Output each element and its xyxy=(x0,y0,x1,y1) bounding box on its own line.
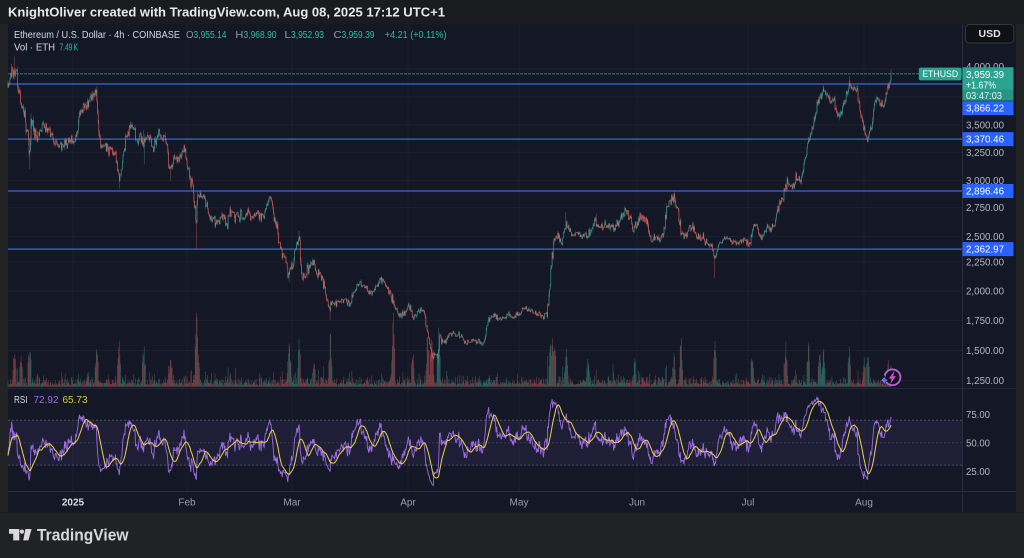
svg-text:Ethereum / U.S. Dollar · 4h ·: Ethereum / U.S. Dollar · 4h · COINBASE xyxy=(14,30,180,41)
svg-text:3,500.00: 3,500.00 xyxy=(966,121,1005,132)
svg-text:3,955.14: 3,955.14 xyxy=(194,30,227,41)
svg-text:3,000.00: 3,000.00 xyxy=(966,176,1005,187)
svg-text:2,896.46: 2,896.46 xyxy=(966,187,1005,198)
svg-text:75.00: 75.00 xyxy=(966,410,991,421)
svg-text:Apr: Apr xyxy=(400,498,416,509)
svg-text:May: May xyxy=(510,498,529,509)
svg-text:2,500.00: 2,500.00 xyxy=(966,232,1005,243)
svg-text:KnightOliver created with Trad: KnightOliver created with TradingView.co… xyxy=(8,5,445,20)
svg-text:2,362.97: 2,362.97 xyxy=(966,245,1004,256)
svg-text:Aug: Aug xyxy=(855,498,873,509)
svg-text:RSI: RSI xyxy=(14,395,28,406)
svg-text:2025: 2025 xyxy=(62,498,85,509)
svg-text:03:47:03: 03:47:03 xyxy=(966,91,1003,102)
svg-text:3,250.00: 3,250.00 xyxy=(966,148,1005,159)
svg-text:3,866.22: 3,866.22 xyxy=(966,104,1004,115)
svg-text:2,750.00: 2,750.00 xyxy=(966,203,1005,214)
svg-text:TradingView: TradingView xyxy=(37,527,129,545)
svg-text:72.92: 72.92 xyxy=(34,395,59,406)
svg-text:1,500.00: 1,500.00 xyxy=(966,346,1005,357)
svg-text:50.00: 50.00 xyxy=(966,439,991,450)
svg-text:USD: USD xyxy=(979,28,1002,40)
svg-text:Jul: Jul xyxy=(742,498,755,509)
svg-text:Jun: Jun xyxy=(629,498,645,509)
svg-text:C: C xyxy=(334,30,342,41)
svg-text:1,250.00: 1,250.00 xyxy=(966,376,1005,387)
svg-text:Mar: Mar xyxy=(283,498,301,509)
svg-text:+4.21 (+0.11%): +4.21 (+0.11%) xyxy=(385,30,447,41)
svg-text:Feb: Feb xyxy=(178,498,196,509)
svg-text:25.00: 25.00 xyxy=(966,467,991,478)
svg-text:ETHUSD: ETHUSD xyxy=(922,69,958,79)
svg-text:+1.67%: +1.67% xyxy=(966,81,996,92)
svg-text:1,750.00: 1,750.00 xyxy=(966,316,1005,327)
svg-text:H: H xyxy=(235,30,243,41)
svg-text:O: O xyxy=(186,30,194,41)
svg-text:3,959.39: 3,959.39 xyxy=(966,70,1004,81)
svg-text:2,250.00: 2,250.00 xyxy=(966,258,1005,269)
svg-text:65.73: 65.73 xyxy=(63,395,88,406)
svg-text:2,000.00: 2,000.00 xyxy=(966,287,1005,298)
svg-text:3,959.39: 3,959.39 xyxy=(342,30,375,41)
svg-text:Vol · ETH: Vol · ETH xyxy=(14,43,55,54)
svg-text:3,370.46: 3,370.46 xyxy=(966,135,1005,146)
svg-text:3,952.93: 3,952.93 xyxy=(291,30,324,41)
svg-text:3,968.90: 3,968.90 xyxy=(244,30,277,41)
svg-text:L: L xyxy=(284,30,291,41)
svg-text:7.49 K: 7.49 K xyxy=(60,43,79,54)
